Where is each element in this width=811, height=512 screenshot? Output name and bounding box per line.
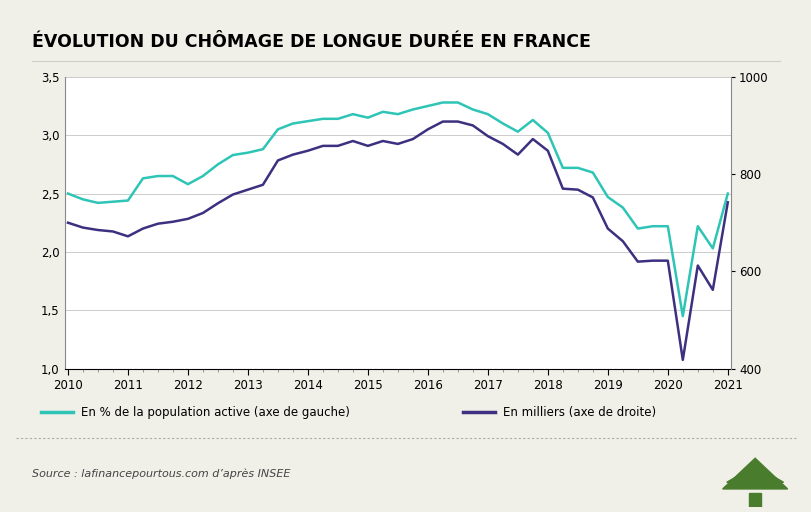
Polygon shape [726, 466, 783, 482]
Bar [749, 493, 760, 507]
Text: En % de la population active (axe de gauche): En % de la population active (axe de gau… [81, 406, 350, 419]
Polygon shape [722, 458, 787, 489]
Polygon shape [732, 474, 777, 482]
Text: ÉVOLUTION DU CHÔMAGE DE LONGUE DURÉE EN FRANCE: ÉVOLUTION DU CHÔMAGE DE LONGUE DURÉE EN … [32, 33, 590, 51]
Text: Source : lafinancepourtous.com d’après INSEE: Source : lafinancepourtous.com d’après I… [32, 468, 290, 479]
Text: En milliers (axe de droite): En milliers (axe de droite) [503, 406, 656, 419]
